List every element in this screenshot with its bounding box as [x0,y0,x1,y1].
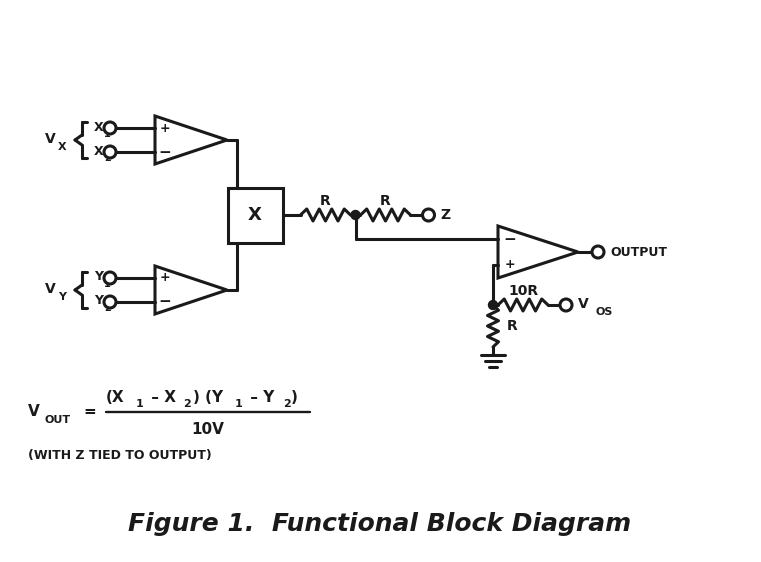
Text: 1: 1 [104,279,111,289]
Circle shape [104,146,116,158]
Text: =: = [83,405,96,419]
Text: 1: 1 [104,129,111,139]
Text: – Y: – Y [245,389,275,405]
Text: +: + [160,121,170,134]
Text: OS: OS [596,307,613,317]
Text: 10R: 10R [508,284,538,298]
Text: +: + [505,259,515,271]
Circle shape [592,246,604,258]
Text: R: R [507,319,517,333]
Text: R: R [380,194,391,208]
Text: ): ) [291,389,298,405]
Circle shape [104,272,116,284]
Text: X: X [248,206,262,224]
Text: Y: Y [94,294,103,307]
Circle shape [351,211,360,220]
Circle shape [560,299,572,311]
Text: −: − [504,232,517,247]
Text: OUT: OUT [44,415,71,425]
Text: (X: (X [106,389,125,405]
Circle shape [104,296,116,308]
Text: R: R [320,194,331,208]
Text: OUTPUT: OUTPUT [610,246,667,259]
Text: Y: Y [94,270,103,283]
Text: ) (Y: ) (Y [193,389,223,405]
Text: V: V [28,405,40,419]
Text: −: − [158,144,171,160]
Text: 2: 2 [104,303,111,313]
Text: X: X [58,142,66,152]
Circle shape [489,301,498,310]
Bar [228,188,282,242]
Text: V: V [578,297,589,311]
Text: Y: Y [58,292,66,302]
Circle shape [422,209,435,221]
Text: 2: 2 [283,399,291,409]
Circle shape [104,122,116,134]
Text: V: V [45,132,56,146]
Text: 2: 2 [104,153,111,163]
Text: (WITH Z TIED TO OUTPUT): (WITH Z TIED TO OUTPUT) [28,448,212,461]
Text: Figure 1.  Functional Block Diagram: Figure 1. Functional Block Diagram [129,512,632,536]
Text: V: V [45,282,56,296]
Text: Z: Z [441,208,451,222]
Text: 2: 2 [183,399,191,409]
Text: – X: – X [146,389,176,405]
Text: X: X [94,144,103,157]
Text: −: − [158,294,171,310]
Text: +: + [160,271,170,284]
Text: 1: 1 [235,399,243,409]
Text: 10V: 10V [192,423,224,437]
Text: X: X [94,120,103,134]
Text: 1: 1 [136,399,144,409]
